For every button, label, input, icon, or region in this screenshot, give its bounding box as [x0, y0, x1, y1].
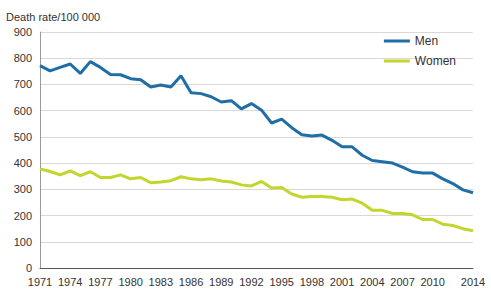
svg-text:100: 100 — [14, 236, 32, 248]
svg-text:2014: 2014 — [461, 276, 485, 288]
svg-text:400: 400 — [14, 157, 32, 169]
svg-text:2001: 2001 — [330, 276, 354, 288]
svg-text:0: 0 — [26, 262, 32, 274]
svg-text:2004: 2004 — [360, 276, 384, 288]
svg-text:1992: 1992 — [239, 276, 263, 288]
svg-text:1983: 1983 — [149, 276, 173, 288]
svg-text:1989: 1989 — [209, 276, 233, 288]
svg-text:1995: 1995 — [269, 276, 293, 288]
svg-text:1977: 1977 — [88, 276, 112, 288]
svg-text:300: 300 — [14, 183, 32, 195]
svg-text:1971: 1971 — [28, 276, 52, 288]
svg-text:1998: 1998 — [300, 276, 324, 288]
svg-text:Women: Women — [415, 54, 456, 68]
svg-text:Men: Men — [415, 34, 438, 48]
svg-text:800: 800 — [14, 52, 32, 64]
svg-text:2010: 2010 — [420, 276, 444, 288]
svg-text:1974: 1974 — [58, 276, 82, 288]
svg-text:900: 900 — [14, 26, 32, 38]
svg-text:600: 600 — [14, 105, 32, 117]
svg-text:200: 200 — [14, 210, 32, 222]
svg-text:1986: 1986 — [179, 276, 203, 288]
svg-text:700: 700 — [14, 78, 32, 90]
svg-text:2007: 2007 — [390, 276, 414, 288]
svg-text:1980: 1980 — [118, 276, 142, 288]
svg-text:Death rate/100 000: Death rate/100 000 — [6, 11, 100, 23]
svg-text:500: 500 — [14, 131, 32, 143]
